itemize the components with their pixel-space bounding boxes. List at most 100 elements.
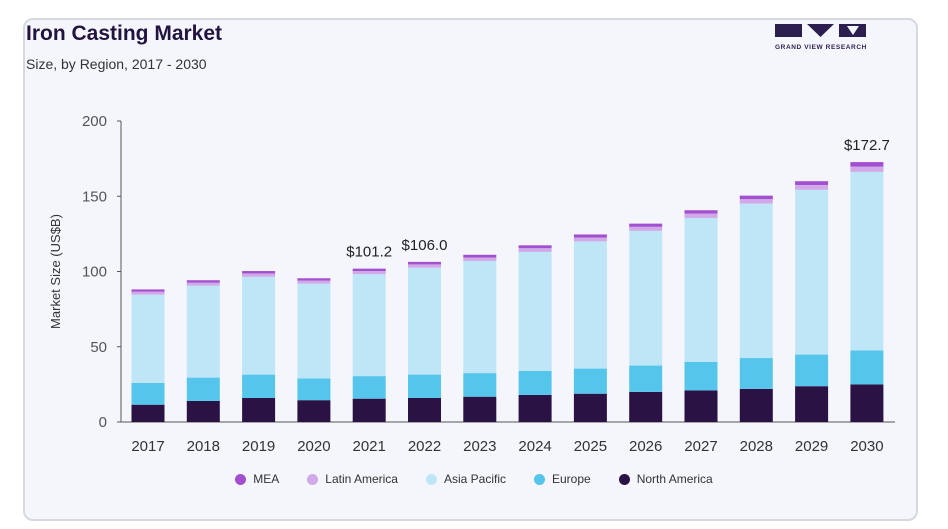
- bar-mea-2019: [242, 271, 276, 274]
- bar-asia-pacific-2024: [518, 251, 552, 371]
- y-tick-label: 150: [82, 188, 107, 205]
- bar-mea-2025: [573, 234, 607, 238]
- x-tick-label: 2025: [574, 438, 607, 455]
- bar-latin-america-2029: [795, 184, 829, 190]
- bar-north-america-2022: [408, 397, 441, 422]
- chart-title: Iron Casting Market: [26, 22, 223, 45]
- bar-north-america-2023: [463, 396, 497, 422]
- bar-asia-pacific-2019: [242, 276, 276, 375]
- x-tick-label: 2020: [297, 438, 330, 455]
- bar-mea-2022: [408, 261, 441, 265]
- bar-europe-2020: [297, 378, 331, 401]
- bar-asia-pacific-2027: [684, 217, 718, 362]
- bar-europe-2022: [408, 374, 441, 398]
- chart-subtitle: Size, by Region, 2017 - 2030: [26, 56, 207, 72]
- bar-latin-america-2024: [518, 248, 552, 252]
- bar-europe-2028: [739, 358, 773, 389]
- bar-mea-2024: [518, 245, 552, 249]
- bar-europe-2023: [463, 373, 497, 397]
- bar-latin-america-2019: [242, 273, 276, 277]
- bar-asia-pacific-2025: [573, 241, 607, 369]
- legend-item-asia-pacific: Asia Pacific: [425, 472, 506, 486]
- y-axis-label: Market Size (US$B): [48, 214, 63, 329]
- y-tick-label: 200: [82, 113, 107, 130]
- legend-item-mea: MEA: [235, 472, 279, 486]
- bar-europe-2030: [850, 350, 884, 385]
- bar-asia-pacific-2022: [408, 267, 441, 375]
- legend-item-latin-america: Latin America: [307, 472, 398, 486]
- grand-view-research-logo-icon: [775, 24, 866, 37]
- bar-latin-america-2020: [297, 280, 331, 284]
- bar-north-america-2024: [518, 394, 552, 422]
- x-tick-label: 2026: [629, 438, 662, 455]
- legend-swatch: [534, 473, 545, 485]
- bar-asia-pacific-2023: [463, 260, 497, 374]
- bar-europe-2017: [131, 382, 165, 405]
- bar-north-america-2030: [850, 384, 884, 422]
- bar-mea-2023: [463, 254, 497, 258]
- bar-asia-pacific-2026: [629, 230, 663, 366]
- bar-latin-america-2026: [629, 226, 663, 231]
- legend-item-europe: Europe: [534, 472, 591, 486]
- bar-europe-2021: [352, 376, 386, 399]
- legend-label: Europe: [552, 472, 591, 486]
- bar-north-america-2029: [795, 386, 829, 422]
- bar-latin-america-2021: [352, 271, 386, 275]
- bar-europe-2019: [242, 374, 276, 398]
- x-tick-label: 2022: [408, 438, 441, 455]
- bar-mea-2030: [850, 162, 884, 167]
- chart-legend: MEA Latin America Asia Pacific Europe North …: [0, 472, 948, 486]
- bar-mea-2018: [186, 280, 220, 283]
- legend-label: Asia Pacific: [443, 472, 506, 486]
- bar-mea-2029: [795, 181, 829, 185]
- legend-swatch: [235, 473, 247, 485]
- bar-north-america-2017: [131, 404, 165, 422]
- bar-asia-pacific-2021: [352, 274, 386, 377]
- bar-asia-pacific-2030: [850, 171, 884, 351]
- logo-text: GRAND VIEW RESEARCH: [775, 44, 867, 51]
- bar-north-america-2025: [573, 393, 607, 422]
- bar-latin-america-2028: [739, 199, 773, 204]
- bar-asia-pacific-2018: [186, 285, 220, 378]
- x-tick-label: 2024: [518, 438, 551, 455]
- y-tick-label: 0: [99, 414, 107, 431]
- bar-asia-pacific-2017: [131, 294, 165, 383]
- bar-mea-2020: [297, 278, 331, 281]
- bar-north-america-2020: [297, 400, 331, 422]
- legend-label: Latin America: [325, 472, 398, 486]
- bar-north-america-2026: [629, 391, 663, 422]
- x-tick-label: 2019: [242, 438, 275, 455]
- bar-north-america-2027: [684, 390, 718, 422]
- bar-europe-2026: [629, 365, 663, 392]
- bar-europe-2024: [518, 370, 552, 395]
- stacked-bar-chart: 0 50 100 150 200 Market Size (US$B) 2017 2018 20…: [48, 113, 895, 455]
- bar-asia-pacific-2028: [739, 203, 773, 359]
- legend-swatch: [307, 473, 319, 485]
- x-tick-label: 2027: [684, 438, 717, 455]
- bar-europe-2018: [186, 377, 220, 401]
- y-tick-label: 100: [82, 264, 107, 281]
- bar-mea-2027: [684, 210, 718, 214]
- legend-swatch: [425, 473, 437, 485]
- bar-asia-pacific-2029: [795, 189, 829, 355]
- bar-north-america-2018: [186, 400, 220, 422]
- data-label: $101.2: [346, 244, 392, 261]
- legend-item-north-america: North America: [618, 472, 713, 486]
- y-tick-label: 50: [90, 339, 107, 356]
- bar-latin-america-2017: [131, 291, 165, 295]
- bar-mea-2026: [629, 223, 663, 227]
- bar-latin-america-2023: [463, 257, 497, 261]
- x-tick-label: 2023: [463, 438, 496, 455]
- bar-north-america-2021: [352, 398, 386, 422]
- bar-mea-2021: [352, 268, 386, 272]
- x-tick-label: 2021: [353, 438, 386, 455]
- bar-latin-america-2030: [850, 166, 884, 172]
- bar-north-america-2028: [739, 388, 773, 422]
- x-tick-label: 2029: [795, 438, 828, 455]
- bar-latin-america-2025: [573, 237, 607, 242]
- legend-label: MEA: [253, 472, 280, 486]
- x-tick-label: 2030: [850, 438, 883, 455]
- legend-swatch: [618, 473, 630, 485]
- x-tick-label: 2018: [187, 438, 220, 455]
- bar-latin-america-2018: [186, 282, 220, 286]
